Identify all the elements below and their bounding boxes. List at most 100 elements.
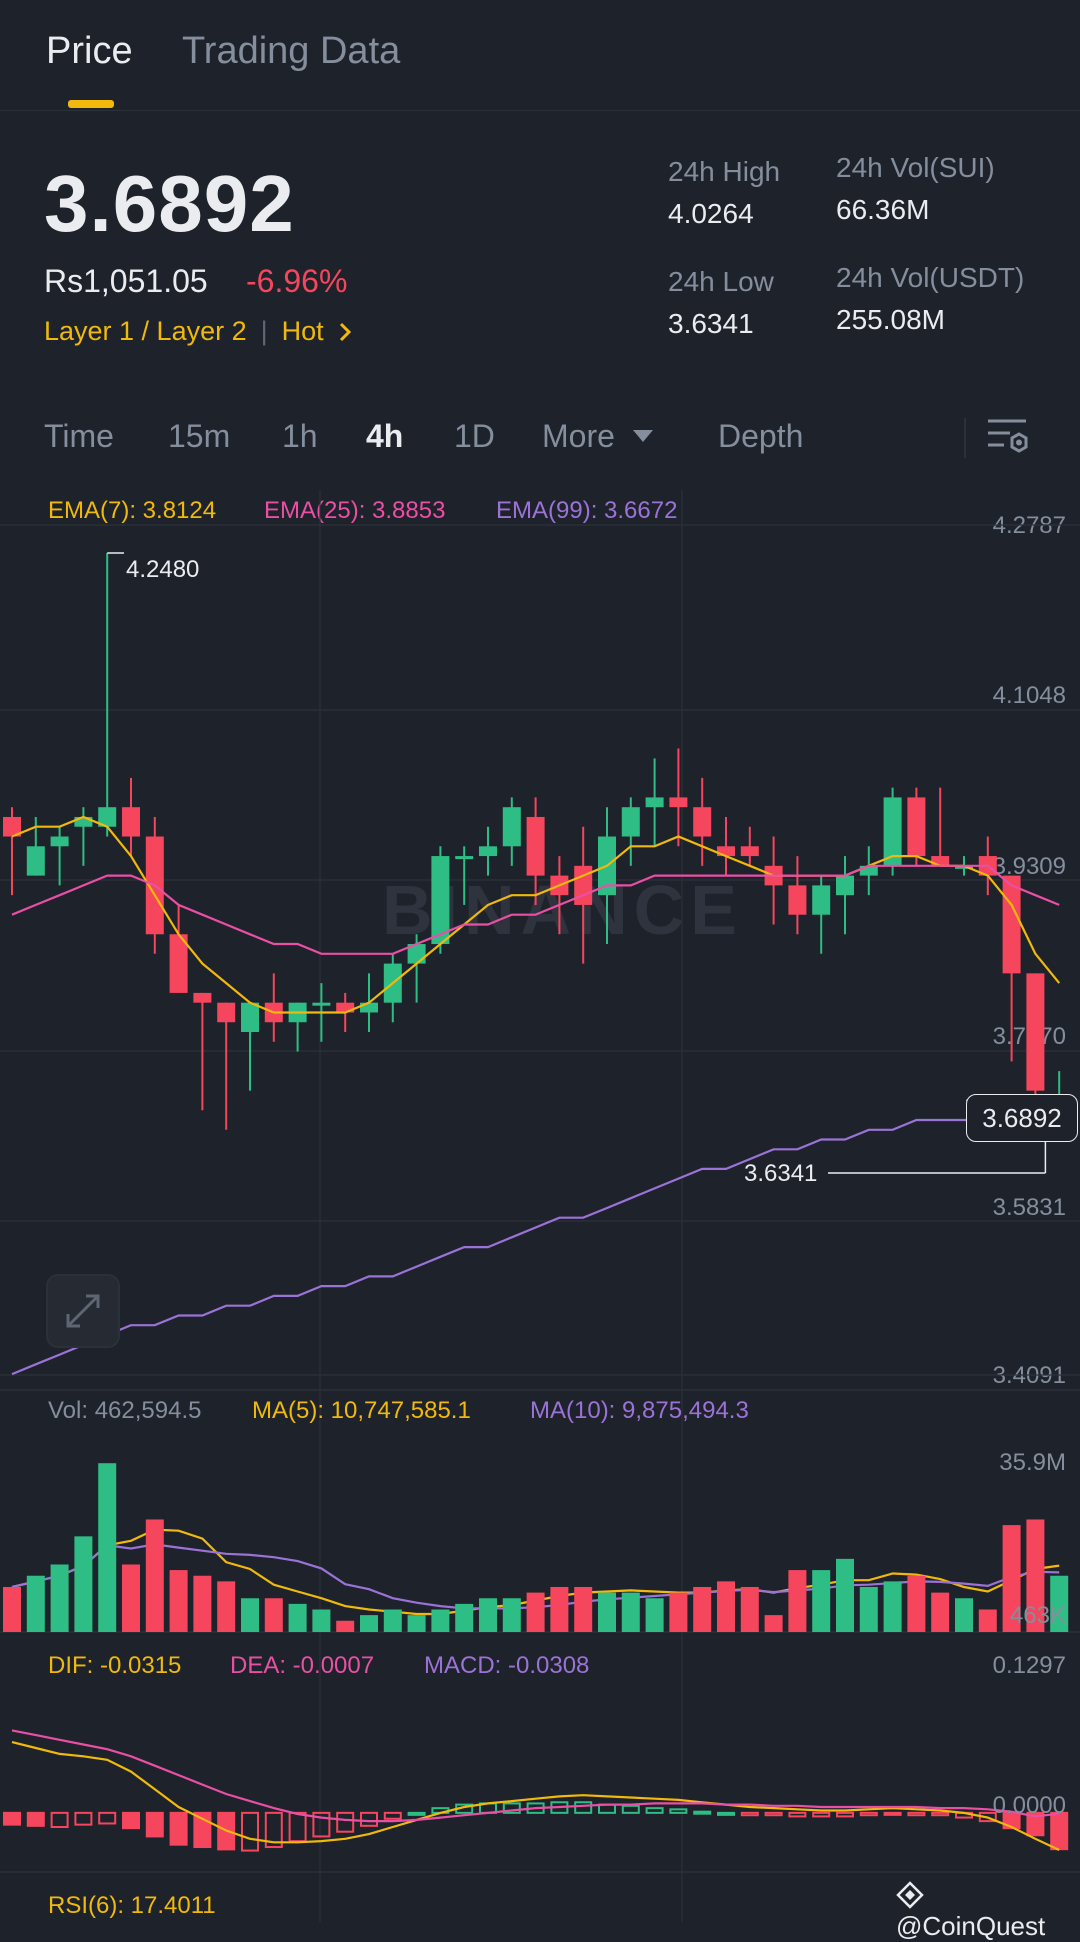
macd-histogram-bar xyxy=(312,1811,331,1838)
macd-histogram-bar xyxy=(931,1811,950,1817)
24h-vol-quote-value: 255.08M xyxy=(836,304,945,335)
macd-histogram-bar xyxy=(360,1811,378,1827)
volume-bar xyxy=(764,1615,783,1632)
macd-histogram-bar xyxy=(383,1811,402,1820)
candle-body xyxy=(645,797,664,808)
volume-bar xyxy=(669,1592,688,1632)
expand-icon xyxy=(66,1294,100,1328)
macd-histogram-bar xyxy=(812,1811,831,1818)
timeframe-15m[interactable]: 15m xyxy=(168,418,231,454)
volume-bar xyxy=(955,1598,973,1632)
macd-histogram-bar xyxy=(26,1811,45,1827)
24h-vol-quote-label: 24h Vol(USDT) xyxy=(836,262,1025,293)
macd-histogram-bar xyxy=(74,1811,93,1826)
macd-histogram-bar xyxy=(764,1811,783,1817)
volume-bar xyxy=(1050,1575,1069,1632)
volume-bar xyxy=(1026,1519,1045,1632)
macd-axis-zero: 0.0000 xyxy=(992,1792,1066,1819)
candle-body xyxy=(907,797,926,857)
current-price-tag[interactable]: 3.6892 xyxy=(966,1094,1078,1142)
rsi-value: RSI(6): 17.4011 xyxy=(48,1892,216,1919)
volume-bar xyxy=(217,1581,236,1632)
tag-separator: | xyxy=(260,316,268,346)
candle-body xyxy=(455,856,474,860)
timeframe-more[interactable]: More xyxy=(542,418,654,455)
volume-bar xyxy=(1002,1525,1021,1632)
macd-histogram-bar xyxy=(288,1811,307,1843)
chevron-right-icon xyxy=(340,322,352,342)
volume-bar xyxy=(598,1592,616,1632)
volume-bar xyxy=(526,1592,545,1632)
volume-bar xyxy=(574,1586,593,1632)
last-price: 3.6892 xyxy=(44,159,295,248)
macd-value: MACD: -0.0308 xyxy=(424,1652,590,1679)
candle-body xyxy=(740,846,759,857)
volume-bar xyxy=(978,1609,997,1632)
volume-bar xyxy=(98,1463,117,1632)
category-tags: Layer 1 / Layer 2 | Hot xyxy=(44,316,353,347)
ema7-value: EMA(7): 3.8124 xyxy=(48,497,217,524)
macd-histogram-bar xyxy=(502,1802,521,1814)
candle-body xyxy=(574,865,593,905)
volume-bar xyxy=(502,1598,521,1632)
candle-body xyxy=(812,885,831,915)
candle-body xyxy=(526,816,545,876)
tab-price[interactable]: Price xyxy=(46,30,133,72)
volume-bar xyxy=(193,1575,212,1632)
volume-bar xyxy=(812,1570,831,1632)
volume-bar xyxy=(645,1598,664,1632)
volume-bar xyxy=(360,1615,378,1632)
active-tab-indicator xyxy=(68,100,114,108)
volume-ma5: MA(5): 10,747,585.1 xyxy=(252,1397,471,1424)
volume-bar xyxy=(169,1570,188,1632)
macd-histogram-bar xyxy=(740,1811,759,1817)
volume-bar xyxy=(836,1558,854,1632)
volume-bar xyxy=(788,1570,807,1632)
macd-histogram-bar xyxy=(50,1811,69,1829)
volume-bar xyxy=(455,1603,474,1632)
volume-bar xyxy=(312,1609,331,1632)
candle-body xyxy=(669,797,688,808)
24h-vol-base-label: 24h Vol(SUI) xyxy=(836,152,995,183)
volume-bar xyxy=(550,1586,569,1632)
volume-bar xyxy=(3,1586,21,1632)
macd-dif: DIF: -0.0315 xyxy=(48,1652,182,1679)
volume-bar xyxy=(50,1564,69,1632)
tag-layer[interactable]: Layer 1 / Layer 2 xyxy=(44,316,247,346)
macd-histogram-bar xyxy=(3,1811,21,1826)
credit-watermark: @CoinQuest xyxy=(896,1880,1080,1942)
tab-depth[interactable]: Depth xyxy=(718,418,804,454)
tab-trading-data[interactable]: Trading Data xyxy=(182,30,401,72)
timeframe-1d[interactable]: 1D xyxy=(454,418,495,454)
volume-bar xyxy=(145,1519,164,1632)
tag-hot[interactable]: Hot xyxy=(281,316,324,346)
volume-bar xyxy=(407,1615,426,1632)
candle-body xyxy=(193,992,212,1003)
volume-bar xyxy=(383,1609,402,1632)
volume-bar xyxy=(26,1575,45,1632)
ema99-value: EMA(99): 3.6672 xyxy=(496,497,678,524)
volume-bar xyxy=(717,1581,735,1632)
candle-body xyxy=(717,846,735,857)
coinquest-logo xyxy=(896,1881,924,1909)
volume-label: Vol: 462,594.5 xyxy=(48,1397,202,1424)
volume-bar xyxy=(288,1603,307,1632)
24h-low-value: 3.6341 xyxy=(668,308,754,339)
candle-body xyxy=(836,875,854,896)
fiat-price: Rs1,051.05 xyxy=(44,263,208,299)
timeframe-time[interactable]: Time xyxy=(44,418,114,454)
chart-settings-icon[interactable] xyxy=(986,416,1030,458)
volume-bar xyxy=(907,1575,926,1632)
expand-chart-button[interactable] xyxy=(46,1274,120,1348)
timeframe-1h[interactable]: 1h xyxy=(282,418,318,454)
24h-vol-base-value: 66.36M xyxy=(836,194,930,225)
volume-bar xyxy=(122,1564,140,1632)
timeframe-4h[interactable]: 4h xyxy=(366,418,404,454)
volume-axis-bottom: 463K xyxy=(1009,1602,1066,1629)
macd-histogram-bar xyxy=(645,1807,664,1814)
macd-histogram-bar xyxy=(693,1810,712,1815)
volume-ma10: MA(10): 9,875,494.3 xyxy=(530,1397,749,1424)
candle-body xyxy=(693,807,712,837)
candle-body xyxy=(431,856,450,945)
